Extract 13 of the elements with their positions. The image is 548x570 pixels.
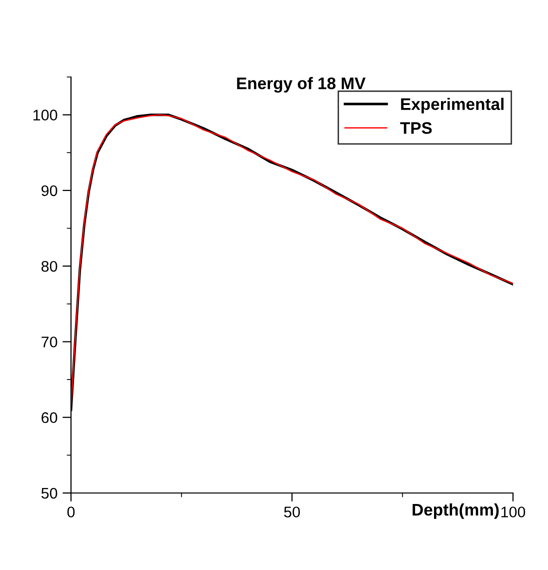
y-tick-label: 70: [42, 336, 58, 348]
y-tick-label: 90: [42, 185, 58, 196]
legend-label: TPS: [400, 122, 432, 134]
x-tick-label: 100: [501, 506, 526, 518]
x-tick-label: 50: [284, 506, 300, 518]
x-axis-title: Depth(mm): [412, 503, 499, 519]
chart-title: Energy of 18 MV: [237, 77, 366, 93]
y-tick-label: 60: [42, 412, 58, 424]
y-tick-label: 100: [33, 110, 58, 121]
legend-label: Experimental: [401, 98, 504, 114]
y-tick-label: 80: [41, 260, 58, 272]
y-tick-label: 50: [41, 488, 58, 499]
x-tick-label: 0: [67, 506, 75, 518]
